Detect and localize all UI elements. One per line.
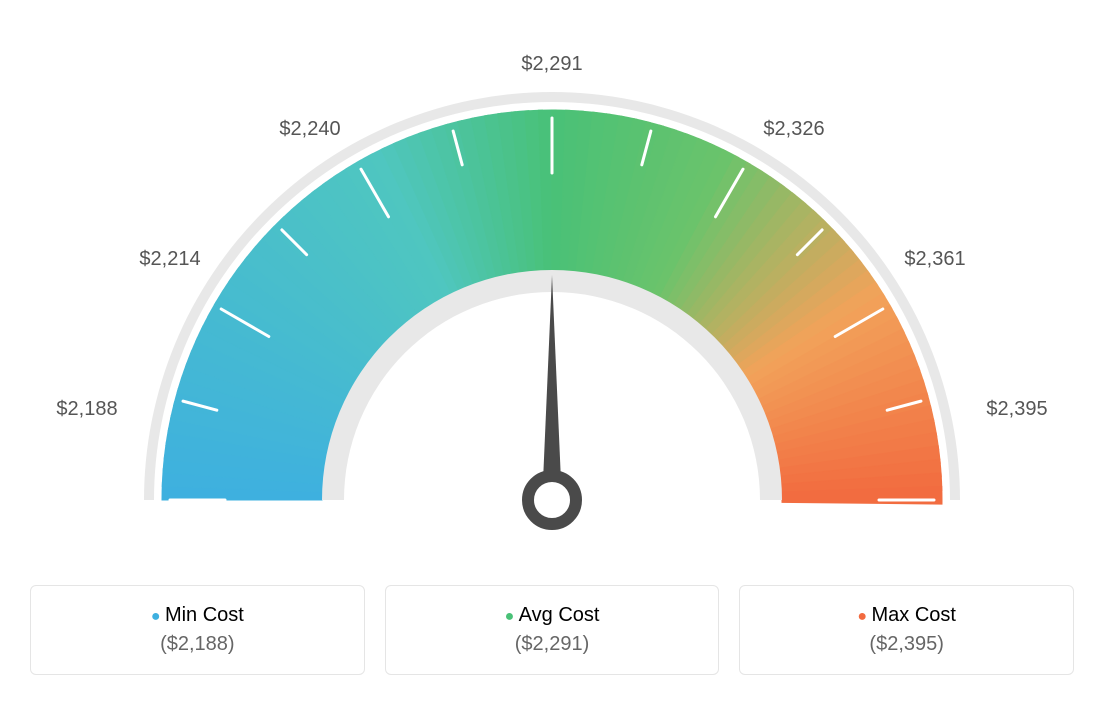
legend-title-max: Max Cost xyxy=(760,604,1053,627)
legend-card-max: Max Cost ($2,395) xyxy=(739,585,1074,675)
gauge-tick-label: $2,395 xyxy=(986,398,1047,420)
legend-value-max: ($2,395) xyxy=(760,633,1053,656)
legend-card-min: Min Cost ($2,188) xyxy=(30,585,365,675)
legend-value-min: ($2,188) xyxy=(51,633,344,656)
legend-title-avg: Avg Cost xyxy=(406,604,699,627)
gauge-tick-label: $2,326 xyxy=(763,118,824,140)
legend-row: Min Cost ($2,188) Avg Cost ($2,291) Max … xyxy=(30,585,1074,675)
gauge-tick-label: $2,291 xyxy=(521,53,582,75)
legend-title-min: Min Cost xyxy=(51,604,344,627)
gauge-needle-hub-inner xyxy=(540,488,564,512)
gauge-tick-label: $2,361 xyxy=(904,248,965,270)
gauge-tick-label: $2,188 xyxy=(56,398,117,420)
cost-gauge-chart: $2,188 $2,214 $2,240 $2,291 $2,326 $2,361 $2,3… xyxy=(30,30,1074,555)
gauge-tick-label: $2,240 xyxy=(279,118,340,140)
legend-card-avg: Avg Cost ($2,291) xyxy=(385,585,720,675)
gauge-svg: $2,188 $2,214 $2,240 $2,291 $2,326 $2,361 $2,3… xyxy=(30,30,1074,550)
gauge-needle xyxy=(543,275,560,473)
legend-value-avg: ($2,291) xyxy=(406,633,699,656)
gauge-tick-label: $2,214 xyxy=(139,248,200,270)
